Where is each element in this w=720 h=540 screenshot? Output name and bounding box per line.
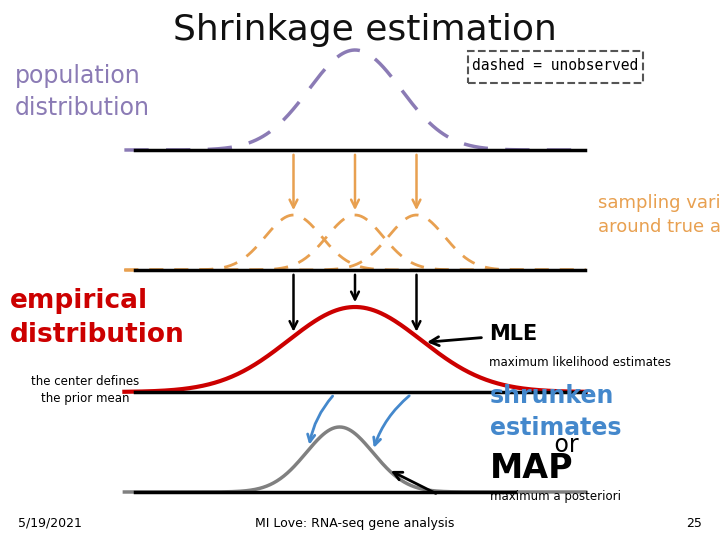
- Text: or: or: [547, 433, 579, 457]
- Text: maximum likelihood estimates: maximum likelihood estimates: [489, 356, 671, 369]
- Text: maximum a posteriori: maximum a posteriori: [490, 490, 621, 503]
- Text: empirical
distribution: empirical distribution: [10, 288, 185, 348]
- Text: dashed = unobserved: dashed = unobserved: [472, 58, 639, 73]
- Text: shrunken
estimates: shrunken estimates: [490, 384, 621, 440]
- Text: 5/19/2021: 5/19/2021: [18, 517, 82, 530]
- Text: sampling variance
around true ability: sampling variance around true ability: [598, 194, 720, 236]
- Text: Shrinkage estimation: Shrinkage estimation: [173, 13, 557, 47]
- Text: MI Love: RNA-seq gene analysis: MI Love: RNA-seq gene analysis: [256, 517, 455, 530]
- Text: MLE: MLE: [489, 325, 537, 345]
- Text: the center defines
the prior mean: the center defines the prior mean: [31, 375, 139, 405]
- Bar: [468, 51, 643, 83]
- Text: 25: 25: [686, 517, 702, 530]
- Text: MAP: MAP: [490, 451, 574, 484]
- Text: population
distribution: population distribution: [15, 64, 150, 120]
